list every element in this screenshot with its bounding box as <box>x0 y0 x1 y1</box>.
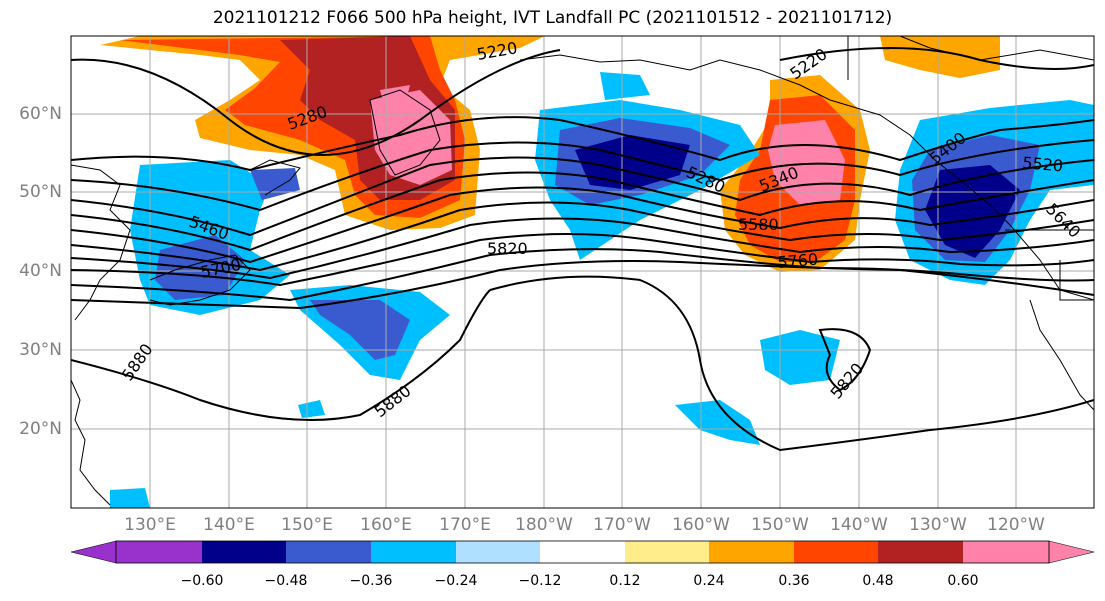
contour-label: 5520 <box>1022 153 1064 175</box>
lon-label: 170°E <box>439 515 491 535</box>
contour-label: 5580 <box>738 215 779 234</box>
positive-anomaly-east <box>720 36 1000 272</box>
height-contours <box>71 47 1094 452</box>
colorbar-extend-low <box>70 540 117 564</box>
contour-label: 5820 <box>487 239 528 258</box>
colorbar <box>70 540 1095 564</box>
colorbar-label: 0.60 <box>947 573 979 589</box>
lon-label: 160°E <box>360 515 412 535</box>
colorbar-label: 0.48 <box>862 573 894 589</box>
map-title: 2021101212 F066 500 hPa height, IVT Land… <box>212 8 893 28</box>
colorbar-label: −0.12 <box>518 573 562 589</box>
lon-label: 130°E <box>124 515 176 535</box>
lon-label: 140°E <box>203 515 255 535</box>
lat-label: 30°N <box>19 340 62 360</box>
lon-label: 180°W <box>515 515 573 535</box>
lon-label: 140°W <box>830 515 888 535</box>
lat-label: 60°N <box>19 104 62 124</box>
contour-label: 5760 <box>777 250 819 272</box>
lon-label: 150°W <box>751 515 809 535</box>
lon-label: 130°W <box>909 515 967 535</box>
colorbar-label: −0.48 <box>264 573 308 589</box>
lon-label: 170°W <box>593 515 651 535</box>
lat-label: 20°N <box>19 419 62 439</box>
map-frame <box>70 35 1095 509</box>
negative-anomaly-central <box>110 72 840 508</box>
colorbar-label: −0.24 <box>434 573 478 589</box>
colorbar-label: −0.60 <box>180 573 224 589</box>
colorbar-label: −0.36 <box>349 573 393 589</box>
lat-label: 50°N <box>19 182 62 202</box>
colorbar-label: 0.36 <box>778 573 810 589</box>
colorbar-extend-high <box>1048 540 1095 564</box>
lon-label: 120°W <box>987 515 1045 535</box>
lon-label: 150°E <box>281 515 333 535</box>
colorbar-label: 0.24 <box>693 573 725 589</box>
lat-label: 40°N <box>19 261 62 281</box>
map-area: 5220 5220 5280 5340 5400 5460 5520 5580 … <box>71 36 1094 508</box>
colorbar-label: 0.12 <box>609 573 641 589</box>
lon-label: 160°W <box>672 515 730 535</box>
